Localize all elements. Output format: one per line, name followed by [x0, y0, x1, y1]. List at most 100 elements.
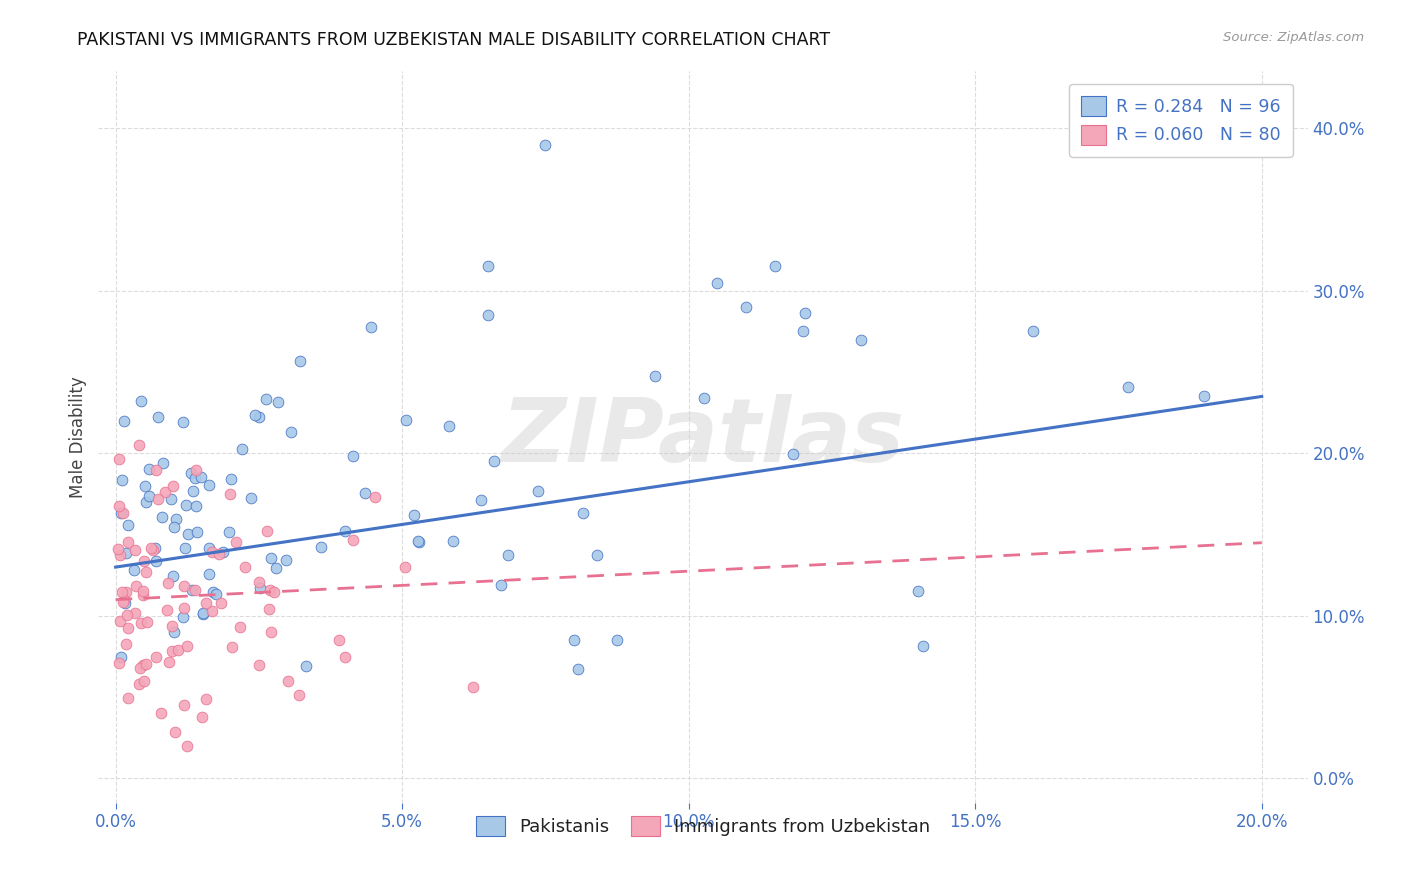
Point: [117, 517, 139, 532]
Point: [111, 506, 134, 520]
Point: [112, 414, 135, 428]
Point: [156, 603, 179, 617]
Point: [132, 554, 155, 568]
Point: [441, 533, 464, 548]
Point: [108, 548, 131, 562]
Point: [247, 657, 270, 672]
Point: [254, 392, 277, 406]
Point: [128, 677, 150, 691]
Point: [177, 526, 200, 541]
Point: [134, 479, 156, 493]
Point: [159, 492, 181, 507]
Point: [260, 625, 283, 640]
Point: [205, 587, 228, 601]
Point: [211, 544, 233, 558]
Point: [239, 491, 262, 505]
Point: [111, 473, 134, 487]
Point: [184, 583, 207, 598]
Point: [849, 333, 872, 347]
Point: [782, 447, 804, 461]
Point: [145, 462, 167, 476]
Point: [186, 499, 208, 513]
Point: [180, 582, 202, 597]
Point: [274, 553, 297, 567]
Point: [184, 462, 207, 476]
Point: [221, 640, 243, 654]
Point: [201, 604, 224, 618]
Point: [437, 419, 460, 434]
Point: [191, 606, 214, 620]
Point: [219, 487, 242, 501]
Point: [110, 649, 132, 664]
Point: [173, 600, 195, 615]
Point: [162, 619, 184, 633]
Point: [165, 511, 187, 525]
Point: [198, 566, 221, 581]
Point: [114, 546, 136, 560]
Point: [176, 739, 198, 753]
Point: [108, 452, 131, 467]
Point: [108, 499, 131, 513]
Point: [354, 485, 377, 500]
Point: [190, 470, 212, 484]
Point: [404, 508, 426, 522]
Point: [122, 563, 145, 577]
Point: [256, 524, 278, 538]
Text: ZIPatlas: ZIPatlas: [502, 393, 904, 481]
Point: [107, 542, 129, 557]
Point: [114, 637, 136, 651]
Point: [195, 692, 218, 706]
Point: [198, 478, 221, 492]
Point: [257, 602, 280, 616]
Point: [117, 534, 139, 549]
Point: [534, 137, 557, 152]
Point: [364, 491, 387, 505]
Point: [572, 506, 595, 520]
Point: [143, 541, 166, 556]
Point: [198, 541, 221, 556]
Point: [115, 608, 138, 623]
Point: [477, 260, 499, 274]
Point: [218, 524, 240, 539]
Point: [644, 369, 666, 384]
Point: [146, 492, 169, 507]
Point: [394, 560, 416, 574]
Point: [129, 393, 152, 408]
Point: [793, 305, 815, 319]
Point: [132, 583, 155, 598]
Point: [184, 470, 207, 484]
Point: [190, 709, 212, 723]
Point: [141, 541, 163, 556]
Legend: Pakistanis, Immigrants from Uzbekistan: Pakistanis, Immigrants from Uzbekistan: [467, 807, 939, 845]
Y-axis label: Male Disability: Male Disability: [69, 376, 87, 498]
Point: [606, 632, 628, 647]
Point: [277, 673, 299, 688]
Point: [259, 582, 281, 597]
Point: [128, 438, 150, 452]
Point: [360, 319, 382, 334]
Point: [117, 690, 139, 705]
Point: [110, 506, 132, 520]
Point: [228, 620, 250, 634]
Point: [156, 576, 179, 591]
Point: [907, 584, 929, 599]
Point: [567, 662, 589, 676]
Point: [1021, 325, 1043, 339]
Point: [482, 454, 505, 468]
Point: [107, 657, 129, 671]
Point: [145, 554, 167, 568]
Point: [138, 489, 160, 503]
Point: [792, 325, 814, 339]
Point: [208, 547, 231, 561]
Point: [249, 574, 271, 589]
Point: [152, 456, 174, 470]
Point: [136, 615, 159, 630]
Point: [180, 466, 202, 480]
Point: [489, 577, 512, 591]
Point: [176, 639, 198, 653]
Point: [150, 706, 173, 721]
Point: [132, 658, 155, 673]
Point: [333, 649, 356, 664]
Point: [117, 622, 139, 636]
Point: [111, 585, 134, 599]
